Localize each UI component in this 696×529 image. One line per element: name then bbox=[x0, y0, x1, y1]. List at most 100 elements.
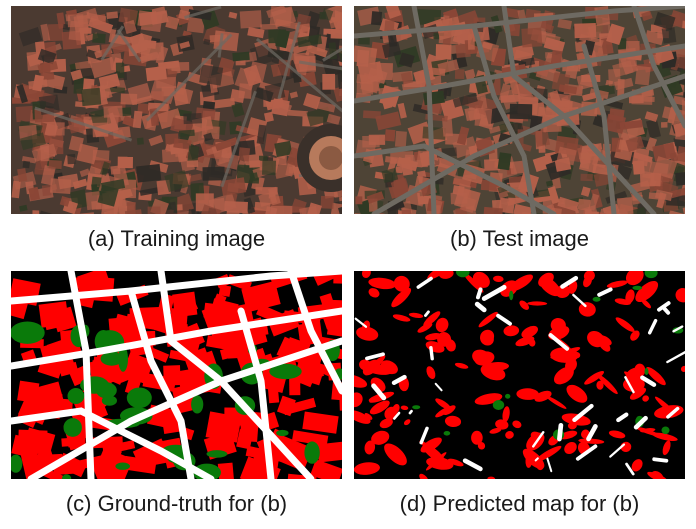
roof bbox=[558, 84, 578, 95]
roof bbox=[179, 129, 195, 137]
roof bbox=[16, 84, 28, 104]
roof bbox=[254, 87, 274, 103]
roof bbox=[297, 34, 323, 48]
roof bbox=[422, 126, 447, 140]
roof bbox=[395, 166, 403, 174]
pred-building bbox=[356, 326, 379, 341]
roof bbox=[256, 124, 267, 145]
predicted-map bbox=[354, 271, 685, 479]
pred-building bbox=[555, 285, 571, 298]
roof bbox=[634, 65, 651, 86]
pred-building bbox=[474, 351, 495, 366]
roof bbox=[678, 77, 685, 86]
gt-building bbox=[317, 441, 342, 463]
caption-ground-truth: (c) Ground-truth for (b) bbox=[65, 491, 288, 516]
pred-road bbox=[532, 431, 545, 448]
gt-vegetation bbox=[206, 450, 228, 458]
pred-vegetation bbox=[644, 367, 649, 376]
roof bbox=[648, 192, 664, 200]
pred-building bbox=[546, 396, 567, 409]
roof bbox=[557, 18, 572, 30]
roof bbox=[179, 41, 191, 49]
roof bbox=[18, 204, 28, 212]
pred-building bbox=[463, 272, 484, 293]
roof bbox=[37, 61, 59, 74]
pred-road bbox=[652, 457, 669, 463]
roof bbox=[534, 128, 550, 147]
roof bbox=[183, 113, 202, 125]
roof bbox=[474, 107, 493, 127]
gt-vegetation bbox=[115, 462, 130, 470]
pred-building bbox=[509, 274, 533, 292]
gt-vegetation bbox=[126, 387, 152, 409]
roof bbox=[98, 73, 121, 90]
street bbox=[471, 23, 537, 214]
roof bbox=[86, 12, 107, 22]
roof bbox=[86, 49, 103, 61]
roof bbox=[92, 149, 110, 161]
roof bbox=[543, 37, 566, 53]
pred-building bbox=[505, 430, 514, 439]
roof bbox=[594, 6, 611, 26]
roof bbox=[117, 156, 133, 169]
gt-building bbox=[326, 313, 342, 338]
predicted-map-canvas bbox=[354, 271, 685, 479]
roof bbox=[258, 191, 278, 207]
pred-road bbox=[624, 376, 635, 394]
pred-building bbox=[516, 388, 539, 400]
gt-building bbox=[211, 298, 239, 314]
roof bbox=[306, 106, 332, 127]
roof bbox=[72, 178, 88, 190]
pred-road bbox=[572, 293, 587, 308]
roof bbox=[337, 70, 342, 89]
gt-vegetation bbox=[62, 474, 72, 479]
roof bbox=[509, 103, 533, 120]
roof bbox=[574, 204, 600, 214]
gt-building bbox=[302, 411, 339, 434]
roof bbox=[358, 37, 370, 45]
pred-building bbox=[354, 462, 380, 475]
roof bbox=[429, 67, 446, 76]
roof bbox=[106, 11, 119, 19]
roof bbox=[186, 209, 196, 214]
pred-building bbox=[642, 395, 649, 402]
roof bbox=[37, 48, 57, 65]
roof bbox=[186, 160, 199, 168]
roof bbox=[550, 207, 562, 214]
roof bbox=[500, 94, 521, 103]
gt-vegetation bbox=[304, 441, 320, 464]
pred-building bbox=[480, 332, 494, 346]
gt-vegetation bbox=[96, 382, 117, 399]
pred-building bbox=[435, 398, 452, 410]
roof bbox=[483, 159, 500, 171]
pred-building bbox=[640, 428, 656, 433]
roof bbox=[132, 110, 143, 129]
pred-building bbox=[680, 365, 685, 372]
roof bbox=[238, 147, 251, 162]
pred-road bbox=[434, 382, 443, 392]
street bbox=[411, 6, 437, 214]
pred-building bbox=[354, 410, 371, 424]
roof bbox=[661, 122, 668, 128]
pred-building bbox=[515, 336, 535, 347]
roof bbox=[249, 160, 261, 168]
roof bbox=[362, 135, 380, 148]
roof bbox=[538, 144, 546, 153]
roof bbox=[585, 208, 593, 214]
pred-building bbox=[629, 387, 647, 400]
pred-road bbox=[572, 403, 594, 423]
roof bbox=[625, 135, 645, 152]
pred-road bbox=[534, 457, 539, 462]
pred-building bbox=[503, 325, 520, 337]
pred-building bbox=[584, 370, 605, 385]
pred-building bbox=[646, 366, 666, 386]
roof bbox=[211, 143, 231, 166]
pred-vegetation bbox=[505, 393, 511, 399]
gt-building bbox=[289, 375, 301, 396]
roof bbox=[646, 118, 662, 139]
roof bbox=[649, 172, 662, 187]
roof bbox=[249, 172, 259, 182]
roof bbox=[47, 23, 64, 42]
roof bbox=[40, 23, 51, 42]
roof bbox=[653, 11, 676, 31]
